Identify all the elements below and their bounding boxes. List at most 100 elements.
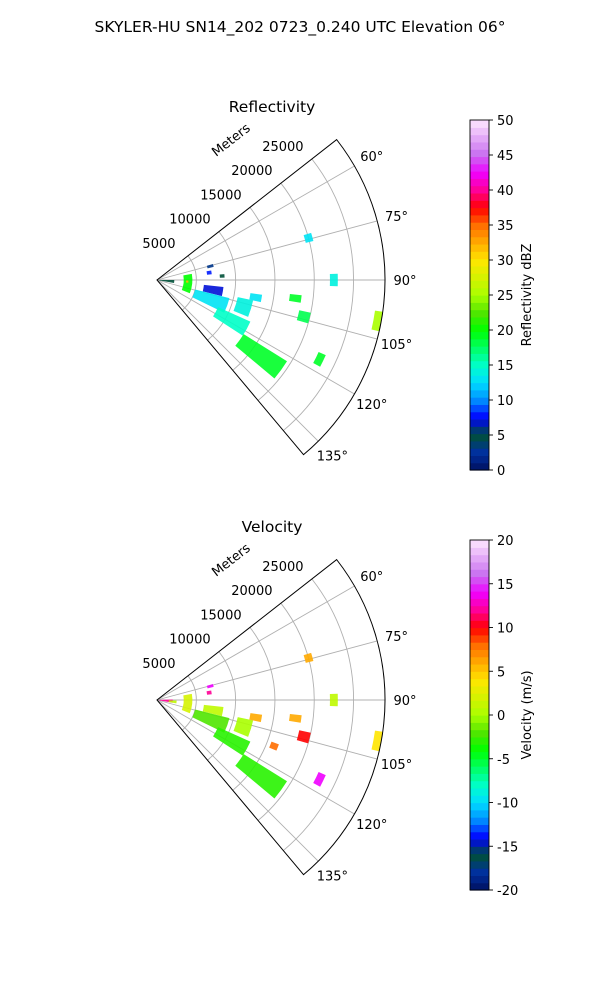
velocity-colorbar-tick-label: 20	[497, 534, 514, 549]
reflectivity-colorbar-segment	[470, 120, 489, 128]
reflectivity-echo-region	[202, 284, 224, 297]
velocity-plot-area	[157, 559, 385, 875]
reflectivity-title: Reflectivity	[229, 98, 316, 116]
velocity-colorbar-segment	[470, 569, 489, 578]
reflectivity-colorbar-segment	[470, 295, 489, 303]
reflectivity-colorbar-segment	[470, 433, 489, 442]
reflectivity-colorbar-segment	[470, 236, 489, 245]
velocity-colorbar-segment	[470, 868, 489, 877]
velocity-echo-region	[235, 754, 288, 799]
velocity-colorbar-tick-label: -15	[497, 840, 518, 855]
reflectivity-echo-region	[296, 310, 311, 324]
velocity-azimuth-line	[156, 699, 319, 862]
reflectivity-colorbar-segment	[470, 448, 489, 457]
reflectivity-range-tick-label: 25000	[262, 140, 303, 155]
velocity-colorbar-segment	[470, 882, 489, 891]
velocity-colorbar-segment	[470, 642, 489, 650]
velocity-colorbar-segment	[470, 853, 489, 862]
reflectivity-colorbar-segment	[470, 324, 489, 333]
velocity-azimuth-tick-label: 90°	[393, 694, 416, 709]
reflectivity-colorbar-segment	[470, 207, 489, 216]
reflectivity-colorbar-tick-label: 10	[497, 394, 514, 409]
reflectivity-colorbar-segment	[470, 382, 489, 391]
velocity-echo-region	[168, 700, 177, 704]
velocity-azimuth-line	[156, 640, 378, 701]
reflectivity-colorbar-segment	[470, 404, 489, 413]
velocity-colorbar-tick-label: 0	[497, 709, 505, 724]
velocity-colorbar-segment	[470, 598, 489, 607]
reflectivity-range-tick-label: 15000	[200, 188, 241, 203]
velocity-colorbar-segment	[470, 715, 489, 723]
reflectivity-colorbar-segment	[470, 455, 489, 464]
velocity-range-tick-label: 5000	[142, 657, 175, 672]
reflectivity-colorbar-label: Reflectivity dBZ	[520, 244, 535, 347]
reflectivity-echo-region	[206, 270, 212, 275]
velocity-range-ring	[257, 602, 315, 821]
velocity-colorbar-tick-label: -10	[497, 797, 518, 812]
velocity-sector-border	[156, 558, 386, 876]
reflectivity-panel: Reflectivity Meters Reflectivity dBZ 500…	[142, 98, 535, 479]
reflectivity-colorbar-tick-label: 25	[497, 289, 514, 304]
reflectivity-azimuth-tick-label: 90°	[393, 274, 416, 289]
reflectivity-colorbar-tick-label: 5	[497, 429, 505, 444]
reflectivity-colorbar-segment	[470, 258, 489, 267]
velocity-colorbar-segment	[470, 693, 489, 702]
reflectivity-echo-region	[159, 280, 175, 284]
velocity-colorbar-segment	[470, 846, 489, 855]
reflectivity-echo-region	[185, 280, 189, 283]
velocity-echo-region	[269, 741, 279, 751]
velocity-colorbar-segment	[470, 722, 489, 731]
velocity-colorbar-segment	[470, 707, 489, 716]
reflectivity-colorbar-segment	[470, 360, 489, 369]
velocity-colorbar-segment	[470, 671, 489, 680]
reflectivity-azimuth-tick-label: 60°	[360, 150, 383, 165]
reflectivity-echo-region	[329, 273, 338, 287]
reflectivity-echo-region	[289, 293, 302, 303]
reflectivity-colorbar-segment	[470, 389, 489, 398]
reflectivity-azimuth-line	[156, 279, 378, 340]
velocity-colorbar-segment	[470, 591, 489, 599]
reflectivity-colorbar-tick-label: 50	[497, 114, 514, 129]
velocity-colorbar-segment	[470, 780, 489, 789]
velocity-colorbar-segment	[470, 802, 489, 811]
reflectivity-range-ring	[207, 231, 237, 341]
velocity-echo-region	[303, 652, 314, 663]
velocity-azimuth-tick-label: 60°	[360, 570, 383, 585]
reflectivity-echo-region	[192, 289, 230, 313]
velocity-colorbar-segment	[470, 627, 489, 636]
velocity-colorbar-segment	[470, 831, 489, 840]
reflectivity-range-ring	[257, 182, 315, 401]
reflectivity-echo-region	[249, 293, 263, 303]
reflectivity-colorbar-segment	[470, 375, 489, 384]
velocity-azimuth-tick-label: 120°	[356, 818, 387, 833]
velocity-echoes	[159, 652, 383, 799]
velocity-azimuth-tick-label: 135°	[317, 869, 348, 884]
velocity-colorbar-segment	[470, 729, 489, 738]
reflectivity-colorbar: 0 5 10 15 20 25 30 35 40 45 50	[469, 114, 514, 479]
velocity-azimuth-tick-label: 75°	[385, 630, 408, 645]
reflectivity-colorbar-segment	[470, 163, 489, 172]
reflectivity-echo-region	[219, 274, 225, 278]
velocity-colorbar-segment	[470, 787, 489, 796]
reflectivity-colorbar-segment	[470, 273, 489, 282]
reflectivity-echo-region	[213, 307, 251, 336]
velocity-colorbar-segment	[470, 744, 489, 753]
reflectivity-plot-area	[157, 139, 385, 455]
reflectivity-colorbar-tick-label: 40	[497, 184, 514, 199]
velocity-azimuth-line	[156, 699, 355, 815]
velocity-echo-region	[313, 771, 326, 787]
reflectivity-colorbar-segment	[470, 156, 489, 165]
figure-suptitle: SKYLER-HU SN14_202 0723_0.240 UTC Elevat…	[95, 18, 506, 37]
reflectivity-colorbar-tick-label: 20	[497, 324, 514, 339]
velocity-colorbar-segment	[470, 605, 489, 614]
reflectivity-azimuth-tick-label: 75°	[385, 210, 408, 225]
reflectivity-range-ring	[283, 158, 354, 431]
reflectivity-range-ring	[181, 255, 197, 311]
velocity-colorbar-segment	[470, 649, 489, 658]
velocity-panel: Velocity Meters Velocity (m/s) 5000 10000…	[142, 518, 535, 899]
velocity-colorbar-segment	[470, 540, 489, 548]
reflectivity-echoes	[159, 232, 383, 379]
reflectivity-azimuth-tick-label: 105°	[381, 338, 412, 353]
velocity-meters-label: Meters	[209, 541, 253, 580]
